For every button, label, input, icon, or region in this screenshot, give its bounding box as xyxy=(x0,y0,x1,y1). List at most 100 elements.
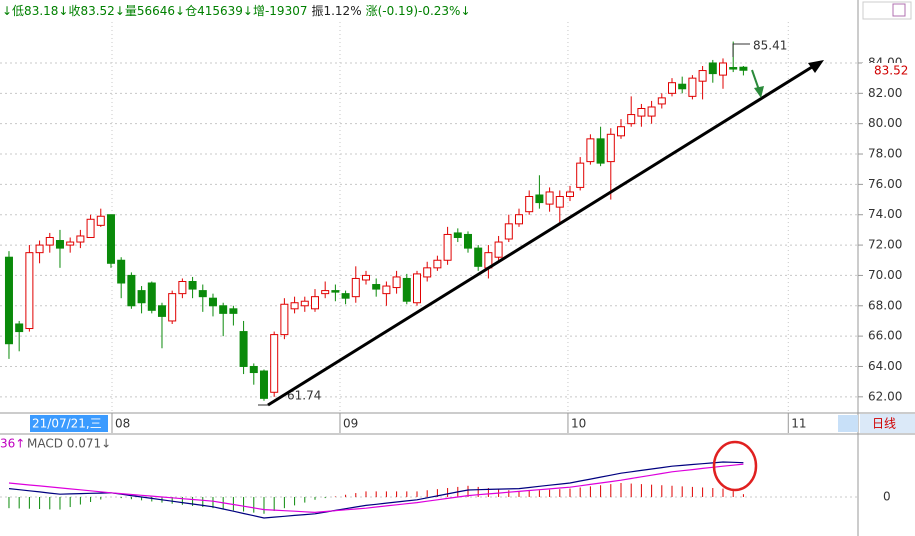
candle-body xyxy=(198,290,207,298)
header-segment: 涨(-0.19)-0.23%↓ xyxy=(366,3,471,18)
header-segment: 振1.12% xyxy=(311,4,361,18)
candle-body xyxy=(739,66,748,71)
candle-body xyxy=(596,138,605,164)
candle-body xyxy=(137,290,146,304)
candle-body xyxy=(729,67,738,70)
price-badge xyxy=(862,63,914,79)
candle-body xyxy=(402,277,411,302)
y-tick-label: 76.00 xyxy=(868,177,902,191)
y-tick-label: 70.00 xyxy=(868,268,902,282)
macd-line xyxy=(8,461,744,519)
candle-body xyxy=(66,241,75,246)
candle-body xyxy=(565,191,574,198)
high-annotation: 85.41 xyxy=(753,39,787,53)
candle-body xyxy=(239,331,248,367)
candle-body xyxy=(351,277,360,298)
y-tick-label: 0 xyxy=(883,489,891,503)
candle-body xyxy=(423,267,432,278)
candle-body xyxy=(647,106,656,117)
highlight-circle xyxy=(712,440,758,492)
candle-body xyxy=(106,214,115,264)
macd-line xyxy=(8,463,744,514)
trend-line xyxy=(267,65,813,407)
hint-arrowhead xyxy=(754,86,764,98)
y-tick-label: 74.00 xyxy=(868,207,902,221)
candle-body xyxy=(504,223,513,240)
candle-body xyxy=(331,290,340,293)
candle-body xyxy=(321,290,330,295)
x-tick-label: 09 xyxy=(343,417,358,431)
y-tick-label: 72.00 xyxy=(868,238,902,252)
y-tick-label: 78.00 xyxy=(868,147,902,161)
candle-body xyxy=(443,233,452,261)
candle-body xyxy=(555,196,564,208)
candle-body xyxy=(494,241,503,258)
candle-body xyxy=(474,247,483,267)
candle-body xyxy=(300,300,309,307)
candle-body xyxy=(188,280,197,290)
cursor-date-box xyxy=(30,415,108,432)
candle-body xyxy=(341,293,350,299)
scroll-box xyxy=(838,415,858,432)
candle-body xyxy=(719,62,728,76)
candle-body xyxy=(157,305,166,317)
period-button[interactable] xyxy=(860,414,915,433)
candle-body xyxy=(657,97,666,105)
x-tick-label: 08 xyxy=(115,417,130,431)
candle-body xyxy=(514,214,523,225)
candle-body xyxy=(147,282,156,311)
y-tick-label: 62.00 xyxy=(868,389,902,403)
candle-body xyxy=(698,70,707,82)
candle-body xyxy=(45,236,54,246)
corner-icon xyxy=(892,3,906,17)
candle-body xyxy=(270,334,279,393)
candle-body xyxy=(249,365,258,374)
candle-body xyxy=(4,256,13,345)
current-price: 83.52 xyxy=(874,64,908,78)
candle-body xyxy=(535,194,544,204)
candle-body xyxy=(117,259,126,284)
candle-body xyxy=(668,82,676,94)
candle-body xyxy=(372,284,381,290)
candle-body xyxy=(708,62,717,75)
y-tick-label: 68.00 xyxy=(868,298,902,312)
candle-body xyxy=(15,323,24,333)
candle-body xyxy=(678,83,687,90)
cursor-date: 21/07/21,三 xyxy=(32,417,102,431)
high-leader xyxy=(732,43,750,57)
candle-body xyxy=(259,370,268,399)
candle-body xyxy=(310,296,319,310)
candle-body xyxy=(463,233,472,249)
candle-body xyxy=(178,280,187,295)
period-label[interactable]: 日线 xyxy=(872,417,896,431)
candle-body xyxy=(280,303,289,336)
x-tick-label: 11 xyxy=(791,417,806,431)
trend-arrowhead xyxy=(808,60,824,73)
candle-body xyxy=(25,252,34,330)
candle-body xyxy=(382,285,391,295)
hint-arrow xyxy=(751,69,760,91)
candle-body xyxy=(412,273,421,304)
candle-body xyxy=(219,305,228,314)
candle-body xyxy=(86,218,95,238)
candle-body xyxy=(606,133,615,163)
candle-body xyxy=(576,162,585,188)
indicator-title: MACD 0.071↓ xyxy=(27,437,111,451)
y-tick-label: 66.00 xyxy=(868,329,902,343)
candle-body xyxy=(616,126,625,137)
candle-body xyxy=(433,259,442,269)
candle-body xyxy=(55,240,64,249)
indicator-prev: 36↑ xyxy=(0,437,25,451)
candle-body xyxy=(168,293,177,322)
candle-body xyxy=(453,232,462,238)
header-segment: ↓低83.18↓收83.52↓量56646↓仓415639↓增-19307 xyxy=(2,4,307,18)
candle-body xyxy=(525,196,534,213)
candle-body xyxy=(290,302,299,310)
candle-body xyxy=(627,114,636,125)
y-tick-label: 82.00 xyxy=(868,86,902,100)
candle-body xyxy=(35,244,44,254)
candle-body xyxy=(637,107,646,117)
candle-body xyxy=(208,297,217,307)
